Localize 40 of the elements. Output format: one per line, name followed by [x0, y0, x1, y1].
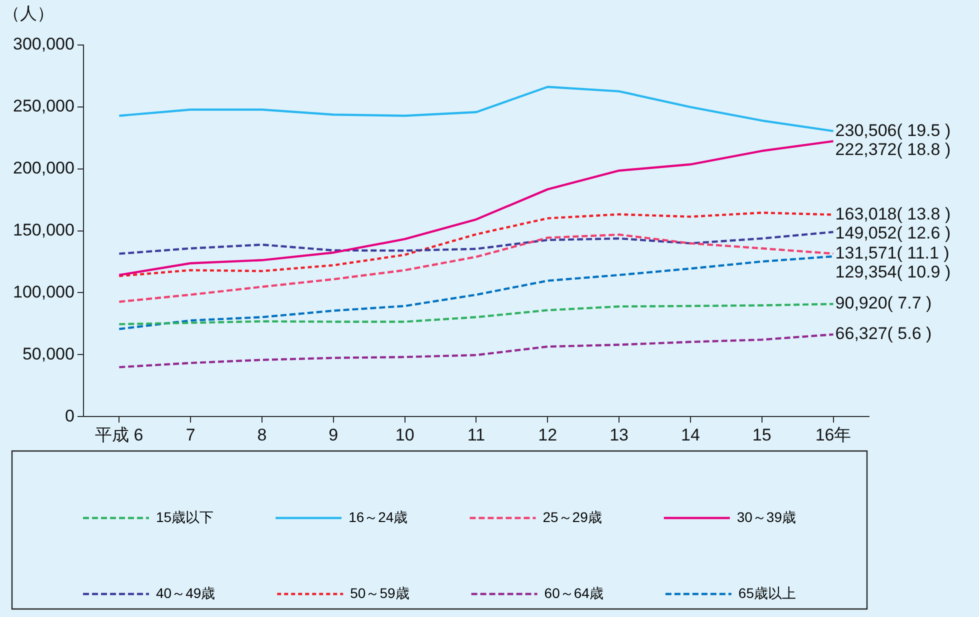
data-label: 90,920( 7.7 ) — [835, 294, 932, 313]
data-label: 131,571( 11.1 ) — [835, 243, 950, 262]
x-tick-label: 9 — [328, 425, 338, 444]
x-tick-label: 平成 6 — [95, 425, 144, 444]
x-tick-label: 12 — [538, 425, 558, 444]
y-tick-label: 0 — [64, 406, 74, 426]
legend-label: 16～24歳 — [348, 508, 408, 525]
legend-label: 40～49歳 — [156, 584, 216, 601]
legend-label: 65歳以上 — [738, 584, 796, 601]
data-label: 230,506( 19.5 ) — [835, 120, 951, 140]
legend-label: 30～39歳 — [736, 508, 796, 525]
data-label: 163,018( 13.8 ) — [835, 204, 951, 224]
y-tick-label: 100,000 — [13, 282, 74, 302]
data-label: 129,354( 10.9 ) — [835, 262, 951, 282]
x-tick-label: 8 — [257, 425, 267, 444]
x-tick-label: 7 — [186, 425, 196, 444]
legend-label: 50～59歳 — [350, 584, 410, 601]
line-series — [118, 230, 834, 255]
legend-label: 15歳以下 — [156, 508, 214, 525]
y-tick-label: 250,000 — [13, 96, 74, 116]
x-tick-label: 16年 — [815, 425, 852, 444]
x-tick-label: 15 — [752, 425, 772, 444]
legend-label: 25～29歳 — [542, 508, 602, 525]
data-label: 66,327( 5.6 ) — [835, 324, 932, 344]
line-series — [118, 333, 834, 368]
line-series — [118, 255, 834, 330]
y-tick-label: 200,000 — [13, 158, 74, 178]
data-label: 149,052( 12.6 ) — [835, 223, 951, 242]
y-axis-title: （人） — [2, 4, 54, 24]
x-tick-label: 13 — [610, 425, 629, 444]
line-series — [118, 234, 834, 303]
y-tick-label: 300,000 — [13, 34, 74, 54]
y-tick-label: 50,000 — [22, 344, 74, 364]
line-series — [118, 302, 834, 326]
x-tick-label: 11 — [467, 425, 486, 444]
legend-label: 60～64歳 — [544, 584, 604, 601]
x-tick-label: 10 — [395, 425, 414, 444]
data-label: 222,372( 18.8 ) — [835, 140, 951, 159]
x-tick-label: 14 — [681, 425, 700, 444]
y-tick-label: 150,000 — [13, 220, 74, 240]
